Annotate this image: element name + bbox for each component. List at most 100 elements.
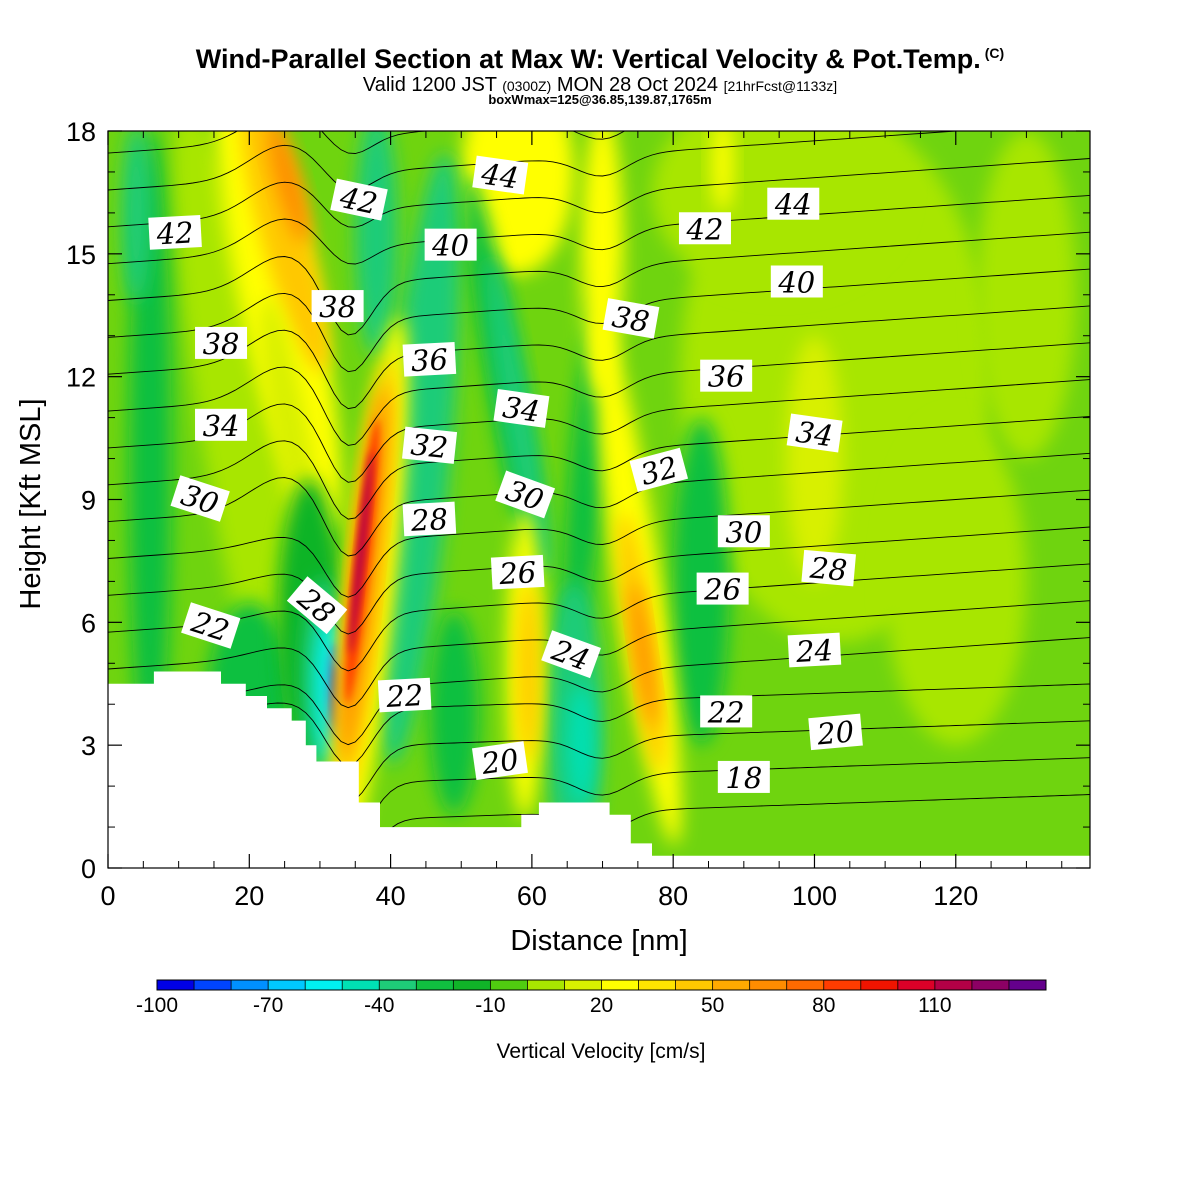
theta-label-text: 28 <box>808 550 849 587</box>
colorbar-swatch <box>971 980 1010 990</box>
theta-label: 26 <box>696 572 749 607</box>
theta-label-text: 38 <box>319 290 356 324</box>
theta-contour <box>108 194 1090 265</box>
velocity-blob <box>122 131 151 303</box>
theta-label: 38 <box>195 326 248 361</box>
theta-label-text: 30 <box>725 515 762 549</box>
colorbar-swatch <box>860 980 899 990</box>
theta-contour <box>108 600 1090 709</box>
theta-label: 22 <box>181 602 241 649</box>
velocity-blob <box>712 131 734 213</box>
colorbar-tick-label: -100 <box>136 994 178 1017</box>
theta-label-box <box>493 388 550 428</box>
x-tick-label: 120 <box>933 881 978 911</box>
colorbar-swatch <box>453 980 491 990</box>
chart-title: Wind-Parallel Section at Max W: Vertical… <box>195 44 1005 74</box>
theta-label-text: 42 <box>686 212 724 246</box>
colorbar-tick-label: 110 <box>918 994 951 1017</box>
theta-label-text: 36 <box>708 360 745 394</box>
theta-contour <box>108 0 1090 6</box>
theta-label: 32 <box>402 426 458 465</box>
theta-label-text: 40 <box>431 229 469 263</box>
colorbar-swatch <box>379 980 417 990</box>
theta-contour <box>108 48 1090 117</box>
theta-label-box <box>808 713 863 751</box>
x-tick-label: 20 <box>234 881 264 911</box>
theta-contour <box>108 526 1090 635</box>
x-tick-label: 60 <box>517 881 547 911</box>
theta-label: 38 <box>311 290 364 324</box>
theta-contour <box>108 637 1090 746</box>
theta-label-text: 34 <box>794 415 835 454</box>
theta-label-text: 18 <box>725 761 762 795</box>
theta-label: 26 <box>490 554 545 591</box>
theta-label-box <box>286 576 348 635</box>
colorbar-frame <box>156 979 1047 991</box>
theta-contour <box>108 489 1090 598</box>
y-tick-label: 18 <box>66 117 96 147</box>
theta-label: 22 <box>377 677 432 714</box>
theta-contour <box>108 0 1090 43</box>
theta-label: 30 <box>717 515 770 549</box>
theta-label-box <box>770 265 823 298</box>
theta-label: 44 <box>767 187 820 222</box>
colorbar-swatch <box>342 980 380 990</box>
velocity-blob <box>630 582 657 729</box>
theta-contour <box>108 131 626 154</box>
y-tick-label: 15 <box>66 240 96 270</box>
theta-label-box <box>330 178 388 221</box>
colorbar-tick-label: 80 <box>812 994 835 1017</box>
velocity-blob <box>213 131 342 536</box>
theta-contour <box>108 131 963 191</box>
velocity-blob <box>349 450 373 655</box>
colorbar-tick-label: 20 <box>590 994 613 1017</box>
velocity-blob <box>567 683 596 807</box>
theta-label: 28 <box>402 501 457 538</box>
colorbar-swatch <box>638 980 677 990</box>
theta-label-text: 44 <box>774 188 812 222</box>
colorbar-swatch <box>231 980 269 990</box>
theta-label-box <box>696 572 749 605</box>
terrain-mask <box>108 671 1090 868</box>
chart-subtitle: Valid 1200 JST (0300Z) MON 28 Oct 2024 [… <box>362 74 838 96</box>
theta-label: 34 <box>195 408 248 443</box>
y-tick-label: 6 <box>81 608 96 638</box>
colorbar-tick-label: -10 <box>475 994 505 1017</box>
theta-label-box <box>700 359 753 392</box>
theta-label-box <box>629 447 689 493</box>
colorbar-swatch <box>786 980 825 990</box>
theta-contour <box>108 11 1090 80</box>
theta-label-box <box>471 741 528 781</box>
colorbar-swatch <box>527 980 565 990</box>
theta-label: 44 <box>472 155 529 195</box>
theta-contour <box>108 305 1090 410</box>
theta-label-box <box>402 426 458 464</box>
theta-label: 32 <box>629 447 689 493</box>
colorbar-swatch <box>934 980 973 990</box>
chart-box-info: boxWmax=125@36.85,139.87,1765m <box>488 92 712 107</box>
theta-label-box <box>181 602 241 649</box>
colorbar-tick-label: -70 <box>253 994 283 1017</box>
theta-contour <box>108 379 1090 483</box>
x-axis-label: Distance [nm] <box>510 925 687 957</box>
y-tick-label: 9 <box>81 486 96 516</box>
theta-label-box <box>402 341 457 377</box>
theta-label-box <box>148 215 202 250</box>
velocity-blob <box>786 335 843 582</box>
theta-contour <box>108 231 1090 336</box>
terrain <box>108 671 1090 868</box>
theta-label: 40 <box>770 265 823 299</box>
colorbar-swatch <box>268 980 306 990</box>
colorbar-swatch <box>1008 980 1047 990</box>
theta-label: 20 <box>471 741 528 781</box>
theta-label-text: 42 <box>336 180 380 221</box>
theta-contour <box>108 416 1090 520</box>
colorbar-swatch <box>823 980 862 990</box>
theta-label: 40 <box>424 228 477 263</box>
velocity-blob <box>429 610 479 815</box>
theta-label: 36 <box>402 341 457 378</box>
theta-contour <box>108 563 1090 672</box>
theta-label-box <box>700 695 753 728</box>
